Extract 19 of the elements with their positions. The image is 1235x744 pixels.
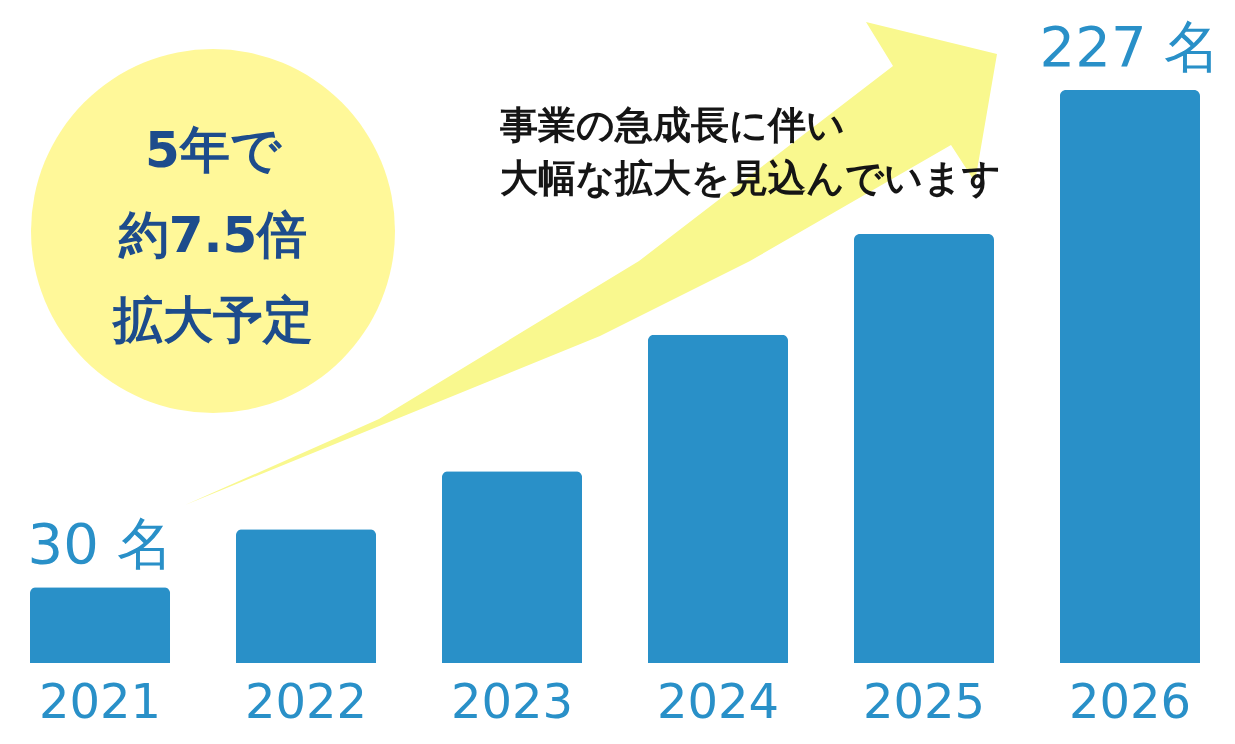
data-label: 30 名 xyxy=(27,511,173,577)
x-tick-label: 2026 xyxy=(1068,672,1192,729)
bar xyxy=(30,587,171,663)
bar xyxy=(1059,90,1200,663)
data-label: 227 名 xyxy=(1039,14,1221,79)
x-tick-label: 2023 xyxy=(450,672,574,729)
annotation: 5年で xyxy=(145,121,282,179)
bar xyxy=(235,529,377,663)
annotation: 約7.5倍 xyxy=(117,206,308,264)
x-tick-label: 2025 xyxy=(862,672,986,729)
annotation: 事業の急成長に伴い xyxy=(499,103,845,147)
x-tick-label: 2024 xyxy=(656,672,780,729)
annotation: 大幅な拡大を見込んでいます xyxy=(500,156,1001,200)
bar xyxy=(853,233,995,663)
x-tick-label: 2022 xyxy=(244,672,368,729)
bar xyxy=(647,334,789,663)
bar xyxy=(441,471,583,663)
x-tick-label: 2021 xyxy=(38,672,162,729)
annotation: 拡大予定 xyxy=(111,291,313,349)
